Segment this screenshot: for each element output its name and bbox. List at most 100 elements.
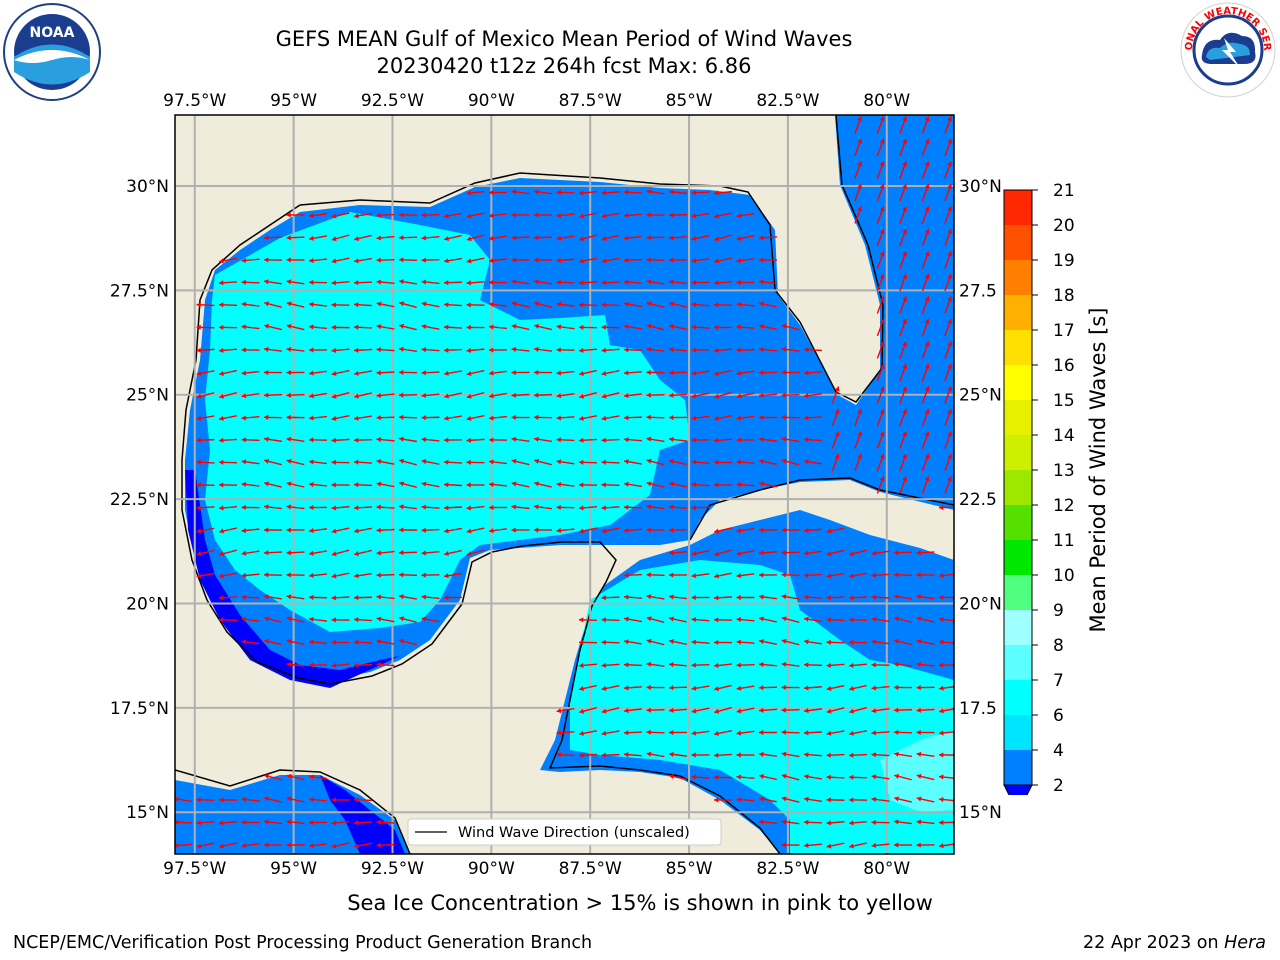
wave-arrow-head (714, 347, 719, 354)
wave-arrow-head (947, 454, 953, 459)
colorbar-ticks: 2 4 6 7 8 9 10 11 12 13 14 15 16 17 18 19 20 21 (1032, 181, 1075, 795)
gulf-cyan-field (205, 212, 690, 632)
wave-arrow-head (879, 476, 885, 482)
wave-arrow-head (376, 594, 382, 600)
wave-arrow-head (781, 346, 787, 352)
wave-arrow-head (376, 504, 381, 510)
wave-arrow-head (354, 347, 359, 353)
wave-arrow-head (879, 161, 885, 167)
colorbar-cell (1004, 330, 1032, 365)
wave-arrow-head (826, 662, 832, 668)
wave-arrow-head (466, 551, 472, 557)
wave-arrow-head (241, 257, 247, 263)
wave-arrow-head (902, 161, 908, 167)
wave-arrow-head (376, 347, 381, 353)
wave-arrow-head (511, 257, 516, 263)
wave-arrow-head (669, 279, 674, 285)
colorbar-tick-label: 4 (1053, 741, 1064, 761)
wave-arrow-head (286, 212, 291, 218)
wave-arrow-head (534, 504, 539, 510)
wave-arrow-head (466, 415, 472, 421)
wave-arrow-head (834, 454, 840, 459)
colorbar-label: Mean Period of Wind Waves [s] (1086, 307, 1110, 633)
wave-arrow-head (556, 459, 562, 465)
wave-arrow-head (669, 481, 674, 487)
wave-arrow-head (376, 842, 381, 848)
wave-arrow-head (736, 730, 742, 736)
wave-arrow-head (939, 616, 944, 623)
wave-arrow-head (444, 551, 449, 557)
wave-direction-arrows (175, 116, 954, 849)
wave-arrow-head (714, 393, 720, 399)
wave-arrow-head (309, 504, 314, 511)
wave-arrow-head (857, 184, 863, 189)
wave-arrow-head (309, 639, 314, 645)
wave-arrow-head (175, 819, 179, 825)
wave-arrow-head (354, 573, 359, 579)
wave-arrow-head (219, 393, 225, 399)
wave-arrow-head (624, 594, 629, 600)
wave-arrow-head (646, 707, 651, 713)
wave-arrow-head (309, 796, 314, 803)
wave-arrow-head (579, 370, 584, 377)
wave-arrow-head (331, 639, 336, 646)
wave-arrow-head (714, 482, 719, 488)
wave-arrow-head (241, 481, 247, 487)
wave-arrow-head (354, 258, 359, 264)
wave-arrow-head (534, 346, 539, 352)
wave-arrow-head (466, 505, 472, 511)
wave-arrow-head (736, 459, 742, 465)
wave-arrow-head (219, 459, 224, 465)
wave-arrow-head (736, 213, 742, 219)
wave-arrow-head (894, 842, 899, 848)
wave-arrow-head (354, 302, 359, 308)
wave-arrow-head (421, 415, 426, 421)
wave-arrow-head (579, 258, 584, 264)
wave-arrow-head (196, 820, 201, 826)
wave-arrow-head (736, 594, 741, 601)
wave-arrow-head (736, 415, 742, 421)
wave-arrow-head (879, 139, 885, 144)
wave-arrow-head (556, 708, 562, 714)
lat-tick-label-left: 30°N (126, 177, 169, 197)
wave-arrow-head (781, 458, 787, 464)
wave-arrow-head (759, 729, 764, 736)
lon-tick-label-bottom: 87.5°W (559, 859, 622, 879)
wave-arrow-head (309, 370, 314, 376)
wave-arrow-head (444, 573, 449, 579)
wave-arrow-head (601, 528, 607, 534)
wave-arrow-head (421, 257, 426, 263)
wave-arrow-head (781, 369, 786, 376)
wave-arrow-head (601, 190, 606, 196)
wave-arrow-head (241, 301, 247, 307)
wave-arrow-head (241, 842, 247, 849)
wave-arrow-head (444, 482, 449, 488)
wave-arrow-head (894, 616, 900, 622)
wave-arrow-head (924, 454, 930, 459)
wave-arrow-head (579, 528, 584, 534)
wave-arrow-head (286, 392, 291, 398)
colorbar-cell (1004, 505, 1032, 540)
wave-arrow-head (902, 139, 908, 144)
colorbar-cell (1004, 610, 1032, 645)
wave-arrow-head (241, 639, 247, 645)
wave-arrow-head (947, 206, 953, 212)
wave-arrow-head (579, 393, 585, 399)
wave-arrow-head (466, 258, 472, 264)
wave-arrow-head (781, 751, 787, 757)
wave-arrow-head (264, 257, 269, 263)
wave-arrow-head (196, 843, 202, 849)
wave-arrow-head (466, 437, 471, 443)
wave-arrow-head (714, 415, 719, 421)
wave-arrow-head (196, 437, 201, 443)
colorbar-tick-label: 21 (1053, 181, 1075, 201)
wave-arrow-head (924, 386, 930, 392)
wave-arrow-head (759, 279, 764, 285)
wave-arrow-head (804, 415, 809, 421)
wave-arrow-head (624, 481, 629, 487)
wave-arrow-head (939, 594, 944, 600)
wave-arrow-head (781, 684, 786, 691)
wave-arrow-head (421, 235, 427, 241)
wave-arrow-head (916, 819, 922, 825)
wave-arrow-head (286, 796, 292, 802)
